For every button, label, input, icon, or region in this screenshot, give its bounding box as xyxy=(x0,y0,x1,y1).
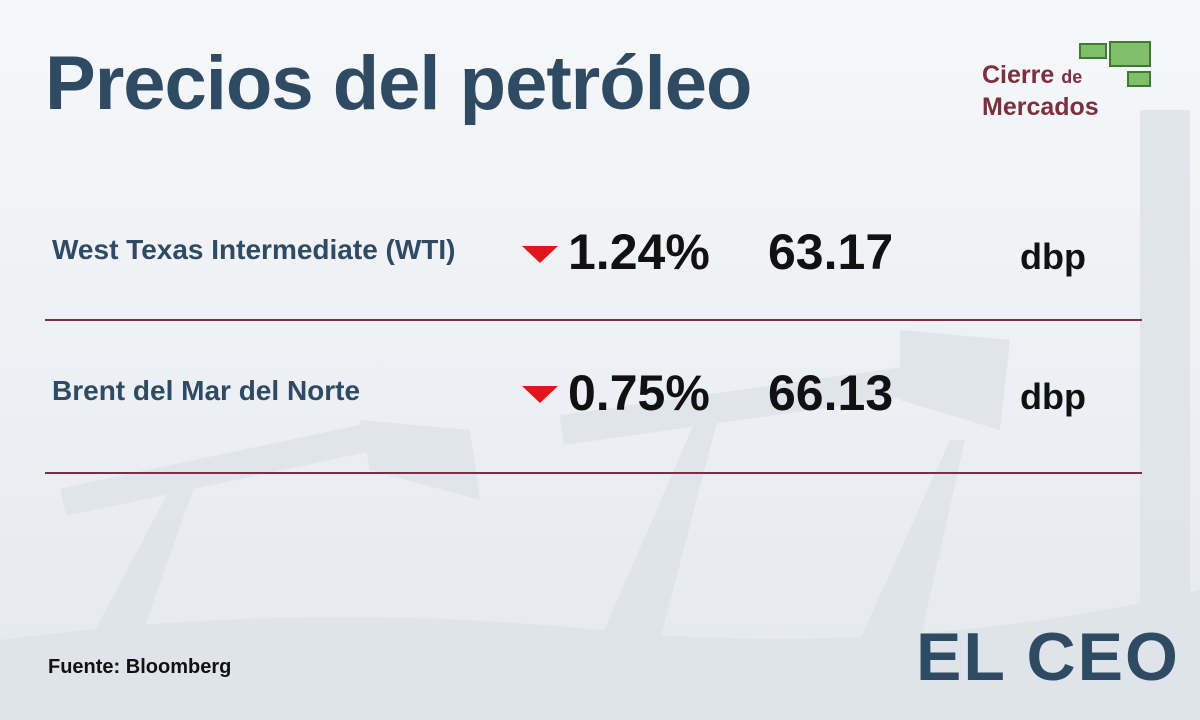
row-change: 0.75% xyxy=(568,365,710,421)
row-price: 66.13 xyxy=(768,365,894,421)
title: Precios del petróleo xyxy=(45,41,752,126)
badge-word: Cierre xyxy=(982,61,1055,89)
brand-logo: EL CEO xyxy=(916,619,1180,695)
badge-word: de xyxy=(1061,67,1083,87)
row-unit: dbp xyxy=(1020,236,1086,277)
row-change: 1.24% xyxy=(568,224,710,280)
row-name: Brent del Mar del Norte xyxy=(52,375,361,406)
pumpjacks xyxy=(0,110,1200,720)
badge: Cierre de Mercados xyxy=(982,60,1099,122)
divider xyxy=(45,472,1142,474)
divider xyxy=(45,319,1142,321)
down-arrow xyxy=(522,386,558,403)
source: Fuente: Bloomberg xyxy=(48,656,232,678)
row-name: West Texas Intermediate (WTI) xyxy=(52,234,456,265)
row-unit: dbp xyxy=(1020,376,1086,417)
row-price: 63.17 xyxy=(768,224,894,280)
down-arrow xyxy=(522,246,558,263)
badge-word: Mercados xyxy=(982,93,1099,121)
